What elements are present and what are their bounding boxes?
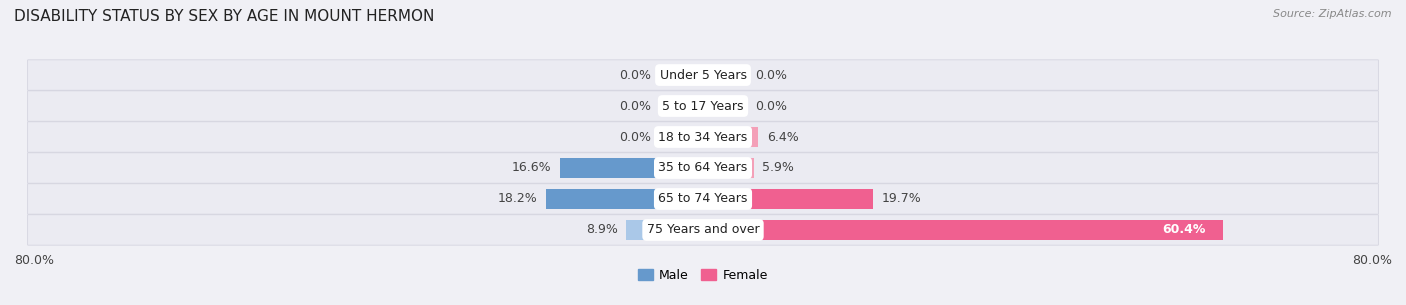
Bar <box>703 220 1223 239</box>
Text: 80.0%: 80.0% <box>1353 254 1392 267</box>
Text: 60.4%: 60.4% <box>1163 224 1206 236</box>
FancyBboxPatch shape <box>28 153 1378 183</box>
FancyBboxPatch shape <box>28 184 1378 214</box>
Bar <box>703 189 873 209</box>
Text: 0.0%: 0.0% <box>755 69 787 81</box>
Bar <box>703 158 754 178</box>
Bar <box>626 220 703 239</box>
Bar <box>703 66 747 85</box>
Text: DISABILITY STATUS BY SEX BY AGE IN MOUNT HERMON: DISABILITY STATUS BY SEX BY AGE IN MOUNT… <box>14 9 434 24</box>
FancyBboxPatch shape <box>28 215 1378 245</box>
Text: 0.0%: 0.0% <box>755 99 787 113</box>
Bar <box>659 96 703 116</box>
Text: 75 Years and over: 75 Years and over <box>647 224 759 236</box>
Text: 18 to 34 Years: 18 to 34 Years <box>658 131 748 144</box>
Text: 65 to 74 Years: 65 to 74 Years <box>658 192 748 206</box>
Text: 19.7%: 19.7% <box>882 192 921 206</box>
Text: 8.9%: 8.9% <box>586 224 617 236</box>
Bar <box>560 158 703 178</box>
Bar <box>659 66 703 85</box>
Text: 0.0%: 0.0% <box>619 69 651 81</box>
Text: 5 to 17 Years: 5 to 17 Years <box>662 99 744 113</box>
FancyBboxPatch shape <box>28 60 1378 90</box>
Text: 80.0%: 80.0% <box>14 254 53 267</box>
Text: 35 to 64 Years: 35 to 64 Years <box>658 161 748 174</box>
Bar <box>703 96 747 116</box>
Text: 5.9%: 5.9% <box>762 161 794 174</box>
Bar <box>547 189 703 209</box>
Text: Source: ZipAtlas.com: Source: ZipAtlas.com <box>1274 9 1392 19</box>
Text: Under 5 Years: Under 5 Years <box>659 69 747 81</box>
Text: 16.6%: 16.6% <box>512 161 551 174</box>
Bar <box>703 127 758 147</box>
Text: 18.2%: 18.2% <box>498 192 537 206</box>
FancyBboxPatch shape <box>28 122 1378 152</box>
FancyBboxPatch shape <box>28 91 1378 121</box>
Text: 6.4%: 6.4% <box>766 131 799 144</box>
Bar <box>659 127 703 147</box>
Text: 0.0%: 0.0% <box>619 99 651 113</box>
Legend: Male, Female: Male, Female <box>633 264 773 287</box>
Text: 0.0%: 0.0% <box>619 131 651 144</box>
